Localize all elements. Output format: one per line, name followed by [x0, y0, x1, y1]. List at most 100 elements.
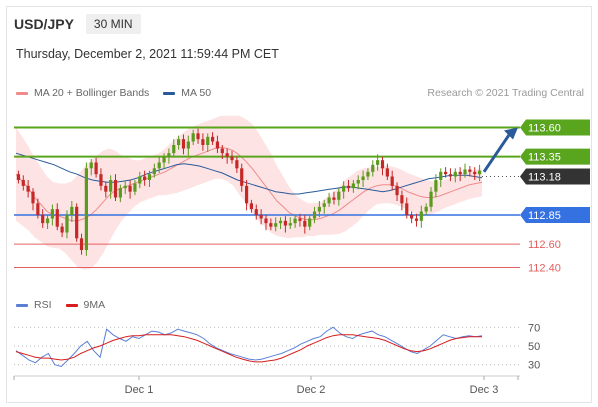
- candle-body: [113, 180, 118, 198]
- datetime-label: Thursday, December 2, 2021 11:59:44 PM C…: [16, 47, 279, 61]
- candle-body: [351, 183, 355, 189]
- ma50-line: [15, 152, 483, 195]
- candle-body: [75, 206, 79, 239]
- level-label-0: 113.60: [528, 123, 561, 135]
- candle-body: [278, 220, 283, 224]
- candle-body: [439, 171, 443, 180]
- rsi-legend: RSI 9MA: [16, 299, 119, 311]
- candle-body: [288, 223, 292, 226]
- candle-body: [99, 174, 103, 186]
- candle-body: [410, 215, 414, 219]
- candle-body: [201, 139, 205, 145]
- candle-body: [230, 156, 234, 161]
- candle-body: [225, 153, 229, 157]
- symbol-label: USD/JPY: [14, 16, 74, 32]
- candle-body: [55, 209, 59, 227]
- main-legend: MA 20 + Bollinger Bands MA 50: [16, 87, 225, 99]
- level-label-3: 112.85: [528, 210, 561, 222]
- candle-body: [317, 206, 321, 212]
- candle-body: [36, 203, 40, 215]
- candle-body: [172, 145, 176, 154]
- candle-body: [405, 203, 409, 215]
- candle-body: [259, 215, 263, 219]
- candle-body: [177, 139, 181, 145]
- candle-body: [162, 156, 166, 163]
- candle-body: [133, 183, 137, 192]
- legend-swatch-ma50: [163, 91, 176, 95]
- candle-body: [473, 171, 477, 175]
- candle-body: [254, 209, 258, 215]
- candle-body: [65, 215, 69, 233]
- candle-body: [41, 215, 45, 224]
- candle-body: [244, 185, 249, 204]
- legend-swatch-ma20: [16, 91, 28, 95]
- timeframe-badge[interactable]: 30 MIN: [85, 14, 141, 34]
- candle-body: [468, 169, 472, 172]
- candle-body: [269, 223, 273, 227]
- candle-body: [138, 176, 142, 184]
- candle-body: [123, 185, 127, 189]
- legend-label-ma50: MA 50: [181, 87, 212, 99]
- candle-body: [385, 168, 389, 177]
- candle-body: [419, 211, 423, 221]
- candle-body: [400, 195, 404, 204]
- candle-body: [79, 238, 84, 250]
- candle-body: [118, 188, 122, 198]
- candle-body: [181, 139, 186, 149]
- candle-body: [458, 171, 462, 175]
- candle-body: [220, 148, 224, 154]
- candle-body: [298, 218, 302, 221]
- candle-body: [453, 171, 457, 177]
- candle-body: [104, 185, 108, 192]
- x-tick-label: Dec 3: [470, 384, 499, 396]
- candle-body: [84, 168, 88, 250]
- rsi-tick-label: 50: [528, 341, 540, 353]
- candle-body: [371, 164, 375, 172]
- candle-body: [94, 162, 98, 175]
- candle-body: [443, 171, 448, 175]
- candle-body: [210, 136, 215, 142]
- candle-body: [21, 180, 25, 186]
- candle-body: [45, 218, 50, 224]
- candle-body: [147, 174, 152, 180]
- candle-body: [215, 141, 220, 149]
- projection-arrow-shaft: [482, 132, 512, 173]
- candle-body: [70, 206, 74, 215]
- candle-body: [429, 191, 433, 207]
- candle-body: [380, 160, 385, 169]
- candle-body: [109, 180, 113, 192]
- candle-body: [152, 168, 156, 175]
- candle-body: [128, 185, 132, 192]
- candle-body: [477, 170, 482, 175]
- candle-body: [157, 162, 161, 169]
- candle-body: [249, 203, 254, 210]
- candle-body: [424, 206, 428, 212]
- legend-item-ma20: MA 20 + Bollinger Bands: [16, 87, 149, 99]
- x-tick-label: Dec 1: [125, 384, 154, 396]
- bollinger-band: [16, 115, 482, 270]
- candle-body: [312, 211, 317, 219]
- credit-label: Research © 2021 Trading Central: [427, 87, 584, 99]
- legend-label-rsi: RSI: [34, 299, 52, 311]
- rsi-tick-label: 30: [528, 360, 540, 372]
- candle-body: [186, 141, 190, 149]
- candle-body: [448, 174, 453, 177]
- level-label-4: 112.60: [528, 239, 561, 251]
- candle-body: [196, 133, 200, 140]
- level-label-2: 113.18: [528, 172, 561, 184]
- rsi-series-9ma: [15, 334, 482, 363]
- level-tag-3: [520, 207, 590, 223]
- candle-body: [89, 162, 93, 169]
- candle-body: [235, 160, 239, 169]
- level-tag-2: [520, 168, 590, 185]
- x-tick-label: Dec 2: [297, 384, 326, 396]
- candle-body: [143, 176, 147, 180]
- projection-arrow-head: [504, 127, 518, 140]
- legend-item-9ma: 9MA: [65, 299, 105, 311]
- candle-body: [274, 223, 278, 227]
- chart-header: USD/JPY 30 MIN: [14, 14, 141, 34]
- candle-body: [361, 176, 365, 180]
- candle-body: [308, 218, 312, 227]
- candle-body: [50, 209, 55, 219]
